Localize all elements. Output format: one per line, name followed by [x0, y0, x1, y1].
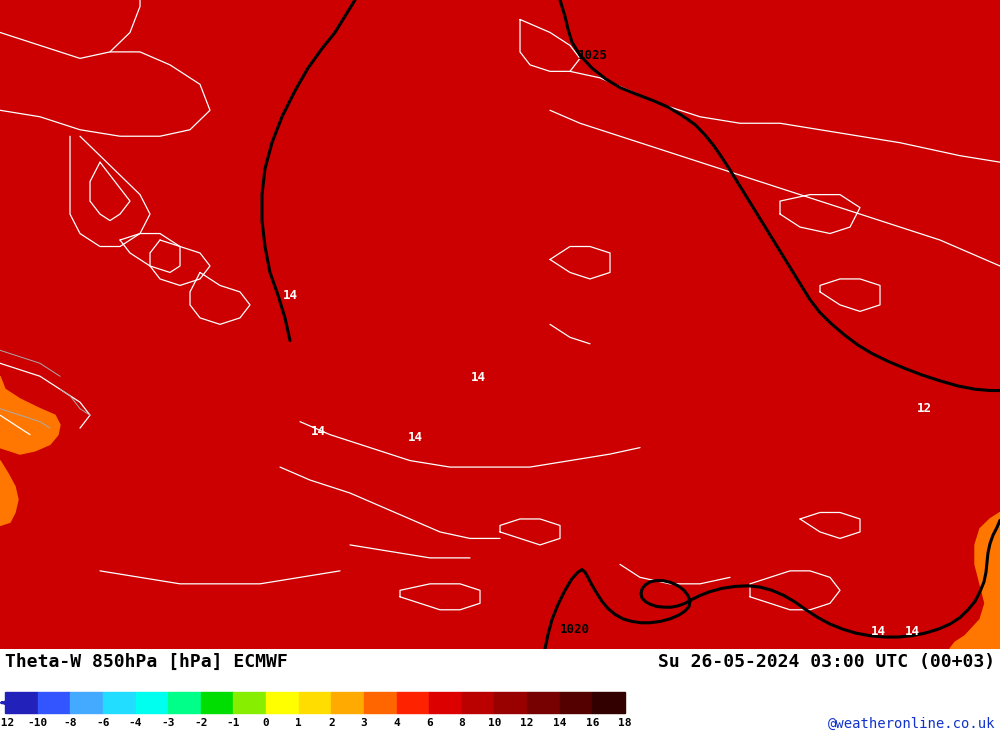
Polygon shape [0, 460, 18, 526]
Text: @weatheronline.co.uk: @weatheronline.co.uk [828, 718, 995, 732]
Bar [397, 692, 429, 713]
Bar [462, 692, 494, 713]
Text: -3: -3 [161, 718, 175, 728]
Bar [103, 692, 136, 713]
Text: 8: 8 [458, 718, 465, 728]
Text: 1: 1 [295, 718, 302, 728]
Text: 14: 14 [310, 425, 326, 438]
Text: -10: -10 [28, 718, 48, 728]
Text: 1025: 1025 [578, 48, 608, 62]
Bar [201, 692, 233, 713]
Bar [331, 692, 364, 713]
Text: -8: -8 [64, 718, 77, 728]
Bar [527, 692, 560, 713]
Text: -12: -12 [0, 718, 15, 728]
Text: 14: 14 [870, 625, 886, 638]
Text: 14: 14 [408, 432, 422, 444]
Bar [429, 692, 462, 713]
Text: 4: 4 [393, 718, 400, 728]
Text: -2: -2 [194, 718, 208, 728]
Text: 14: 14 [283, 289, 298, 302]
Polygon shape [950, 512, 1000, 649]
Bar [560, 692, 592, 713]
Text: 2: 2 [328, 718, 335, 728]
Text: 16: 16 [586, 718, 599, 728]
Text: Theta-W 850hPa [hPa] ECMWF: Theta-W 850hPa [hPa] ECMWF [5, 653, 288, 671]
Bar [168, 692, 201, 713]
Text: -1: -1 [227, 718, 240, 728]
Bar [299, 692, 331, 713]
Text: 12: 12 [520, 718, 534, 728]
Bar [364, 692, 397, 713]
Bar [136, 692, 168, 713]
Text: 1020: 1020 [560, 623, 590, 636]
Bar [5, 692, 38, 713]
Bar [38, 692, 70, 713]
Text: 14: 14 [904, 625, 920, 638]
Polygon shape [0, 376, 60, 454]
Text: Su 26-05-2024 03:00 UTC (00+03): Su 26-05-2024 03:00 UTC (00+03) [658, 653, 995, 671]
Bar [233, 692, 266, 713]
Text: 12: 12 [916, 402, 932, 415]
Bar [266, 692, 299, 713]
Text: 14: 14 [471, 371, 486, 384]
Bar [70, 692, 103, 713]
Text: 14: 14 [553, 718, 566, 728]
Text: 0: 0 [263, 718, 269, 728]
Text: -4: -4 [129, 718, 142, 728]
Bar [494, 692, 527, 713]
Bar [592, 692, 625, 713]
Text: 18: 18 [618, 718, 632, 728]
Text: -6: -6 [96, 718, 110, 728]
Text: 6: 6 [426, 718, 433, 728]
Text: 3: 3 [361, 718, 367, 728]
Text: 10: 10 [488, 718, 501, 728]
